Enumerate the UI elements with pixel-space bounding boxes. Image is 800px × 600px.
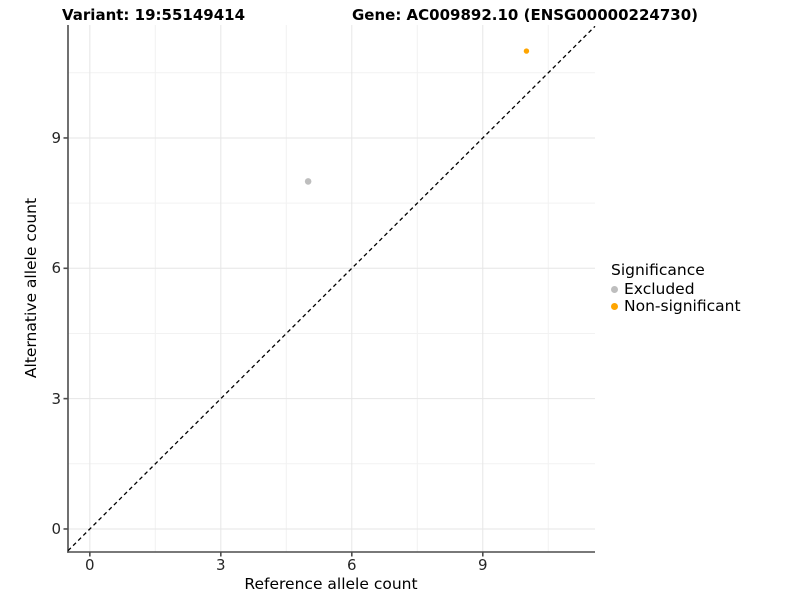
- legend-item-label: Non-significant: [624, 297, 741, 315]
- y-tick-label: 3: [51, 389, 61, 408]
- data-point-non-significant: [523, 48, 530, 54]
- variant-title: Variant: 19:55149414: [62, 6, 246, 24]
- identity-line: [67, 25, 596, 552]
- legend-item-excluded: Excluded: [611, 281, 741, 298]
- y-tick-label: 6: [51, 259, 61, 278]
- legend-item-label: Excluded: [624, 280, 695, 298]
- legend-title: Significance: [611, 261, 705, 279]
- non-significant-swatch-icon: [611, 303, 618, 310]
- data-point-excluded: [304, 178, 312, 185]
- gene-title: Gene: AC009892.10 (ENSG00000224730): [352, 6, 699, 24]
- excluded-swatch-icon: [611, 286, 618, 293]
- chart-canvas: [63, 25, 596, 557]
- plot-panel: [63, 25, 596, 557]
- x-tick-label: 9: [478, 556, 488, 574]
- y-tick-label: 0: [51, 519, 61, 538]
- legend-item-non-significant: Non-significant: [611, 298, 741, 315]
- x-tick-label: 0: [85, 556, 95, 574]
- legend: Significance Excluded Non-significant: [611, 261, 741, 315]
- x-axis-title: Reference allele count: [244, 575, 418, 593]
- x-tick-label: 6: [347, 556, 357, 574]
- y-axis-title: Alternative allele count: [22, 197, 40, 379]
- x-tick-label: 3: [216, 556, 226, 574]
- y-tick-label: 9: [51, 128, 61, 147]
